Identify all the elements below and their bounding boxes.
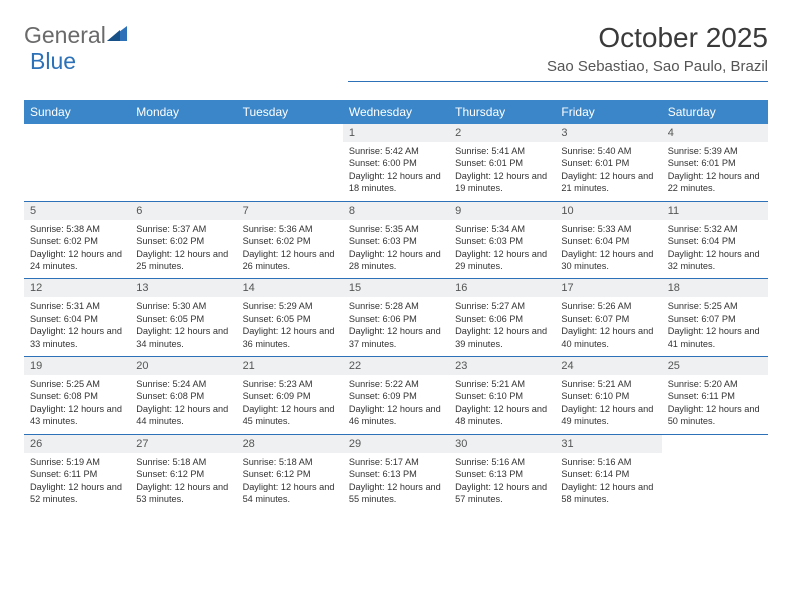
calendar-body: 1234Sunrise: 5:42 AMSunset: 6:00 PMDayli… bbox=[24, 124, 768, 511]
weekday-header: Wednesday bbox=[343, 100, 449, 124]
day-detail-cell: Sunrise: 5:21 AMSunset: 6:10 PMDaylight:… bbox=[449, 375, 555, 434]
day-number-cell: 10 bbox=[555, 201, 661, 220]
day-number-cell: 15 bbox=[343, 279, 449, 298]
day-detail-cell: Sunrise: 5:28 AMSunset: 6:06 PMDaylight:… bbox=[343, 297, 449, 356]
day-detail-cell: Sunrise: 5:24 AMSunset: 6:08 PMDaylight:… bbox=[130, 375, 236, 434]
day-detail-cell: Sunrise: 5:25 AMSunset: 6:07 PMDaylight:… bbox=[662, 297, 768, 356]
day-detail-cell: Sunrise: 5:18 AMSunset: 6:12 PMDaylight:… bbox=[237, 453, 343, 512]
day-detail-cell: Sunrise: 5:32 AMSunset: 6:04 PMDaylight:… bbox=[662, 220, 768, 279]
day-number-cell bbox=[662, 434, 768, 453]
day-number-cell: 14 bbox=[237, 279, 343, 298]
day-number-cell: 24 bbox=[555, 357, 661, 376]
day-number-cell: 28 bbox=[237, 434, 343, 453]
day-detail-cell: Sunrise: 5:18 AMSunset: 6:12 PMDaylight:… bbox=[130, 453, 236, 512]
day-detail-cell: Sunrise: 5:16 AMSunset: 6:14 PMDaylight:… bbox=[555, 453, 661, 512]
day-detail-cell: Sunrise: 5:31 AMSunset: 6:04 PMDaylight:… bbox=[24, 297, 130, 356]
day-detail-cell: Sunrise: 5:30 AMSunset: 6:05 PMDaylight:… bbox=[130, 297, 236, 356]
day-detail-cell: Sunrise: 5:42 AMSunset: 6:00 PMDaylight:… bbox=[343, 142, 449, 201]
day-detail-cell: Sunrise: 5:27 AMSunset: 6:06 PMDaylight:… bbox=[449, 297, 555, 356]
title-block: October 2025 Sao Sebastiao, Sao Paulo, B… bbox=[348, 22, 768, 82]
day-detail-cell: Sunrise: 5:38 AMSunset: 6:02 PMDaylight:… bbox=[24, 220, 130, 279]
header: General October 2025 Sao Sebastiao, Sao … bbox=[24, 22, 768, 82]
weekday-header: Saturday bbox=[662, 100, 768, 124]
day-detail-cell: Sunrise: 5:16 AMSunset: 6:13 PMDaylight:… bbox=[449, 453, 555, 512]
day-detail-cell: Sunrise: 5:21 AMSunset: 6:10 PMDaylight:… bbox=[555, 375, 661, 434]
day-detail-cell: Sunrise: 5:41 AMSunset: 6:01 PMDaylight:… bbox=[449, 142, 555, 201]
day-number-cell: 13 bbox=[130, 279, 236, 298]
day-detail-cell: Sunrise: 5:25 AMSunset: 6:08 PMDaylight:… bbox=[24, 375, 130, 434]
day-detail-cell bbox=[24, 142, 130, 201]
day-detail-cell: Sunrise: 5:17 AMSunset: 6:13 PMDaylight:… bbox=[343, 453, 449, 512]
calendar-table: SundayMondayTuesdayWednesdayThursdayFrid… bbox=[24, 100, 768, 511]
day-detail-cell: Sunrise: 5:23 AMSunset: 6:09 PMDaylight:… bbox=[237, 375, 343, 434]
day-detail-cell bbox=[237, 142, 343, 201]
brand-logo: General bbox=[24, 22, 127, 49]
day-number-cell: 17 bbox=[555, 279, 661, 298]
day-number-cell: 6 bbox=[130, 201, 236, 220]
weekday-header: Sunday bbox=[24, 100, 130, 124]
day-number-cell: 18 bbox=[662, 279, 768, 298]
day-number-cell: 7 bbox=[237, 201, 343, 220]
day-detail-cell: Sunrise: 5:22 AMSunset: 6:09 PMDaylight:… bbox=[343, 375, 449, 434]
day-detail-cell: Sunrise: 5:37 AMSunset: 6:02 PMDaylight:… bbox=[130, 220, 236, 279]
day-detail-cell bbox=[662, 453, 768, 512]
calendar-head: SundayMondayTuesdayWednesdayThursdayFrid… bbox=[24, 100, 768, 124]
day-detail-cell: Sunrise: 5:40 AMSunset: 6:01 PMDaylight:… bbox=[555, 142, 661, 201]
day-number-cell: 16 bbox=[449, 279, 555, 298]
day-number-cell: 2 bbox=[449, 124, 555, 142]
day-number-cell: 8 bbox=[343, 201, 449, 220]
day-number-cell: 1 bbox=[343, 124, 449, 142]
weekday-header: Thursday bbox=[449, 100, 555, 124]
day-number-cell bbox=[237, 124, 343, 142]
day-detail-cell: Sunrise: 5:26 AMSunset: 6:07 PMDaylight:… bbox=[555, 297, 661, 356]
day-number-cell: 21 bbox=[237, 357, 343, 376]
day-detail-cell: Sunrise: 5:19 AMSunset: 6:11 PMDaylight:… bbox=[24, 453, 130, 512]
weekday-header: Friday bbox=[555, 100, 661, 124]
day-number-cell: 25 bbox=[662, 357, 768, 376]
brand-text-2-wrap: Blue bbox=[28, 48, 76, 75]
day-number-cell: 26 bbox=[24, 434, 130, 453]
day-number-cell: 5 bbox=[24, 201, 130, 220]
day-number-cell: 20 bbox=[130, 357, 236, 376]
day-number-cell bbox=[24, 124, 130, 142]
day-number-cell: 11 bbox=[662, 201, 768, 220]
day-number-cell: 29 bbox=[343, 434, 449, 453]
brand-text-1: General bbox=[24, 22, 106, 49]
location-text: Sao Sebastiao, Sao Paulo, Brazil bbox=[348, 58, 768, 82]
weekday-header: Tuesday bbox=[237, 100, 343, 124]
day-number-cell: 12 bbox=[24, 279, 130, 298]
day-number-cell: 4 bbox=[662, 124, 768, 142]
brand-mark-icon bbox=[107, 24, 127, 47]
day-detail-cell: Sunrise: 5:36 AMSunset: 6:02 PMDaylight:… bbox=[237, 220, 343, 279]
day-number-cell: 30 bbox=[449, 434, 555, 453]
day-detail-cell: Sunrise: 5:35 AMSunset: 6:03 PMDaylight:… bbox=[343, 220, 449, 279]
day-detail-cell: Sunrise: 5:39 AMSunset: 6:01 PMDaylight:… bbox=[662, 142, 768, 201]
day-number-cell: 22 bbox=[343, 357, 449, 376]
day-number-cell: 31 bbox=[555, 434, 661, 453]
day-number-cell: 19 bbox=[24, 357, 130, 376]
day-detail-cell bbox=[130, 142, 236, 201]
day-number-cell: 23 bbox=[449, 357, 555, 376]
month-title: October 2025 bbox=[348, 22, 768, 54]
day-detail-cell: Sunrise: 5:33 AMSunset: 6:04 PMDaylight:… bbox=[555, 220, 661, 279]
weekday-header: Monday bbox=[130, 100, 236, 124]
day-number-cell bbox=[130, 124, 236, 142]
day-number-cell: 3 bbox=[555, 124, 661, 142]
day-number-cell: 9 bbox=[449, 201, 555, 220]
brand-text-2: Blue bbox=[30, 48, 76, 74]
day-detail-cell: Sunrise: 5:29 AMSunset: 6:05 PMDaylight:… bbox=[237, 297, 343, 356]
day-detail-cell: Sunrise: 5:34 AMSunset: 6:03 PMDaylight:… bbox=[449, 220, 555, 279]
day-number-cell: 27 bbox=[130, 434, 236, 453]
day-detail-cell: Sunrise: 5:20 AMSunset: 6:11 PMDaylight:… bbox=[662, 375, 768, 434]
